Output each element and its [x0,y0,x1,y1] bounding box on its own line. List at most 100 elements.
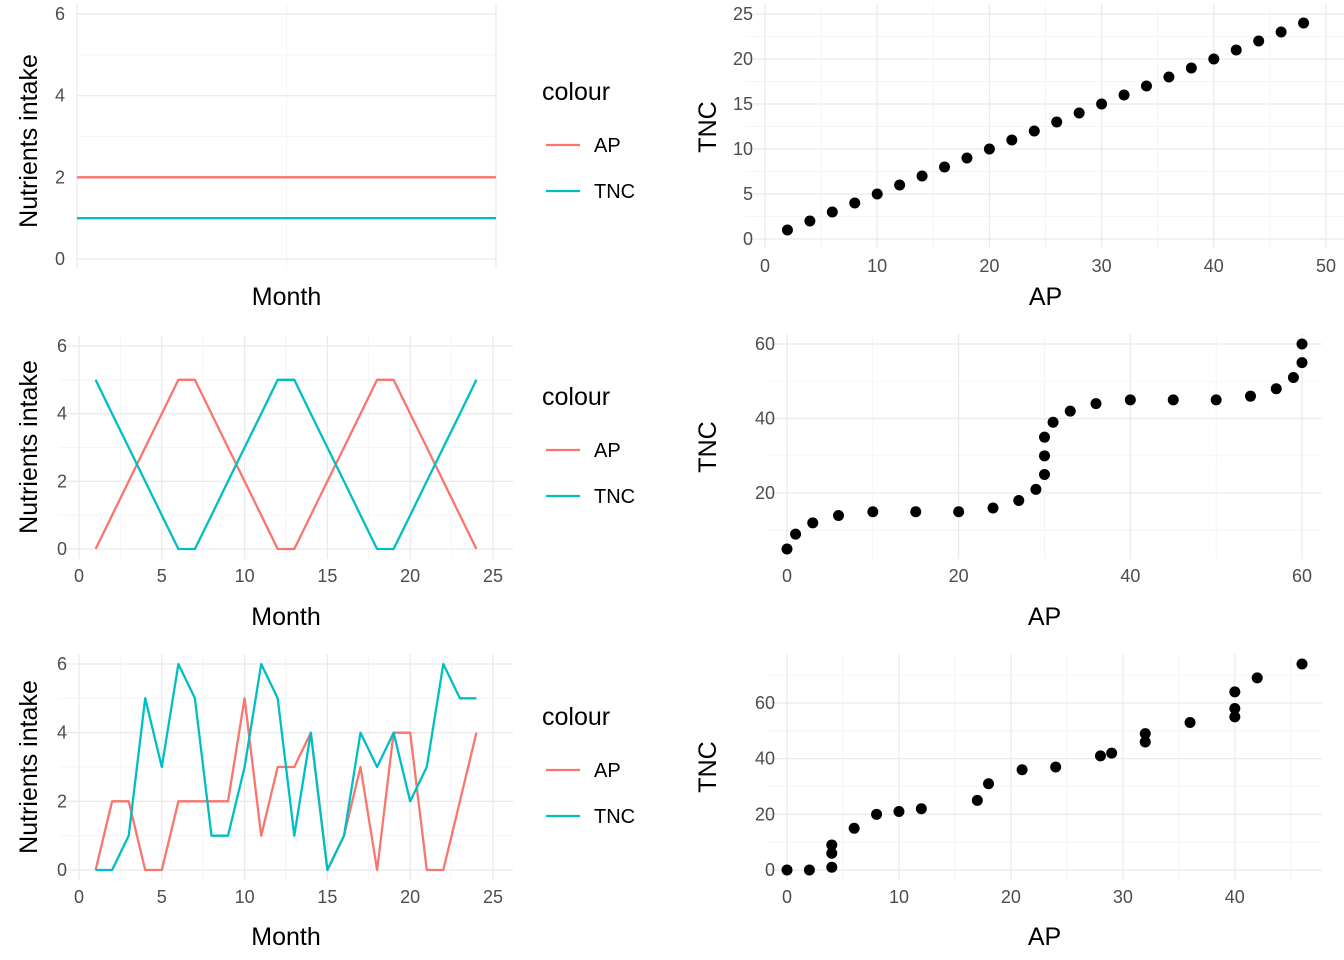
data-point [983,778,995,790]
data-point [1016,764,1028,776]
y-tick-label: 20 [755,483,775,503]
y-tick-label: 4 [57,723,67,743]
data-point [833,509,844,521]
x-tick-label: 5 [157,566,167,586]
y-tick-label: 15 [733,94,753,114]
data-point [1298,17,1310,29]
data-point [1230,44,1242,56]
x-tick-label: 10 [867,256,887,276]
x-tick-label: 20 [400,566,420,586]
data-point [1039,450,1050,462]
y-tick-label: 10 [733,139,753,159]
panel-5: 0 2 4 6 0 5 10 15 20 25 Month Nutrients intake colou… [15,654,635,951]
x-tick-label: 10 [889,887,909,907]
data-point [953,506,965,518]
y-tick-label: 20 [733,49,753,69]
x-tick-label: 30 [1113,887,1133,907]
data-point [781,543,793,555]
data-point [1275,26,1287,38]
data-point [1245,390,1256,402]
y-tick-label: 6 [55,4,65,24]
data-point [1208,53,1220,65]
x-tick-label: 10 [235,566,255,586]
x-tick-label: 40 [1204,256,1224,276]
data-point [1096,98,1108,110]
data-point [804,215,816,227]
y-tick-label: 0 [57,860,67,880]
data-point [1251,672,1263,684]
data-point [1039,468,1050,480]
data-point [1051,116,1063,128]
y-tick-label: 5 [743,184,753,204]
y-tick-label: 2 [55,167,65,187]
x-tick-label: 20 [400,887,420,907]
legend: colour AP TNC [542,78,635,203]
x-tick-label: 40 [1120,566,1140,586]
data-point [1184,716,1196,728]
legend-label: AP [594,760,621,782]
series-line-ap [94,378,478,551]
data-point [871,808,883,820]
data-point [915,803,927,815]
y-axis-title: TNC [694,741,722,792]
y-tick-label: 4 [55,86,65,106]
legend-label: TNC [594,486,635,508]
legend: colour AP TNC [542,383,635,508]
legend-label: TNC [594,181,635,203]
data-point [1090,398,1102,410]
data-point [1124,394,1136,406]
x-axis-title: AP [1028,923,1061,951]
legend-title: colour [542,703,610,731]
data-point [1073,107,1085,119]
x-tick-label: 40 [1225,887,1245,907]
data-point [848,822,860,834]
data-point [983,143,995,155]
data-point [1163,71,1175,83]
data-point [916,170,928,182]
data-point [1287,372,1299,384]
data-point [1167,394,1179,406]
panel-2: 0 5 10 15 20 25 0 10 20 30 40 50 AP TNC [694,4,1344,311]
x-tick-label: 0 [74,887,84,907]
x-tick-label: 0 [782,887,792,907]
y-axis-title: Nutrients intake [15,680,43,854]
x-tick-label: 30 [1092,256,1112,276]
data-point [1229,686,1241,698]
x-tick-label: 25 [483,887,503,907]
data-point [871,188,883,200]
x-tick-label: 0 [782,566,792,586]
y-tick-label: 60 [755,334,775,354]
y-tick-label: 60 [755,693,775,713]
data-point [1006,134,1018,146]
legend-title: colour [542,383,610,411]
x-tick-label: 0 [760,256,770,276]
panel-3: 0 2 4 6 0 5 10 15 20 25 Month Nutrients intake colou… [15,336,635,631]
x-tick-label: 60 [1292,566,1312,586]
legend-label: TNC [594,806,635,828]
data-point [1185,62,1197,74]
y-tick-label: 0 [743,229,753,249]
data-point [910,506,922,518]
legend-label: AP [594,440,621,462]
data-point [1094,750,1106,762]
data-point [1229,711,1241,723]
data-point [1296,658,1308,670]
data-point [1013,495,1025,507]
data-point [826,847,838,859]
x-axis-title: Month [251,923,320,951]
panel-1: 0 2 4 6 Month Nutrients intake colour AP TNC [15,4,635,311]
data-point [1028,125,1040,137]
data-point [1050,761,1062,773]
data-point [939,161,951,173]
data-point [1253,35,1265,47]
data-point [826,206,838,218]
panel-6: 0 20 40 60 0 10 20 30 40 AP TNC [694,654,1322,951]
data-point [1047,416,1059,428]
data-point [826,839,838,851]
data-point [1064,405,1076,417]
data-point [961,152,973,164]
x-axis-title: Month [251,603,320,631]
legend-title: colour [542,78,610,106]
series-line-tnc [94,378,478,551]
data-point [867,506,879,518]
